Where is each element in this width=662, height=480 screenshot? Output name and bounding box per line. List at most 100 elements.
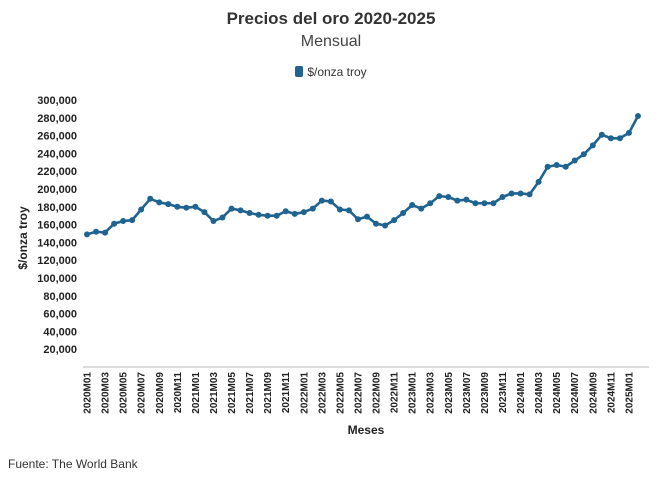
x-tick-label: 2021M11 <box>281 372 292 414</box>
x-tick-label: 2020M01 <box>83 372 94 414</box>
data-point <box>589 142 596 149</box>
data-point <box>282 208 289 215</box>
x-tick-label: 2025M01 <box>624 372 635 414</box>
data-point <box>580 151 587 158</box>
data-point <box>93 228 100 235</box>
x-tick-label: 2023M01 <box>408 372 419 414</box>
x-tick-label: 2023M11 <box>498 372 509 414</box>
data-point <box>255 211 262 218</box>
data-point <box>309 205 316 212</box>
x-tick-label: 2022M01 <box>299 372 310 414</box>
data-point <box>409 202 416 209</box>
x-tick-label: 2022M05 <box>335 372 346 414</box>
data-point <box>616 135 623 142</box>
data-point <box>535 178 542 185</box>
x-tick-label: 2023M03 <box>426 372 437 414</box>
legend[interactable]: $/onza troy <box>0 65 662 79</box>
x-tick-label: 2020M11 <box>173 372 184 414</box>
x-tick-label: 2022M07 <box>353 372 364 414</box>
data-point <box>634 113 641 120</box>
data-point <box>228 205 235 212</box>
x-tick-label: 2023M09 <box>480 372 491 414</box>
y-tick-label: 100,000 <box>37 273 77 285</box>
x-axis-title: Meses <box>348 423 385 437</box>
x-tick-label: 2024M01 <box>516 372 527 414</box>
data-point <box>156 199 163 206</box>
data-point <box>544 163 551 170</box>
x-tick-label: 2024M05 <box>552 372 563 414</box>
x-tick-label: 2024M11 <box>606 372 617 414</box>
data-point <box>481 200 488 207</box>
y-tick-label: 160,000 <box>37 220 77 232</box>
data-point <box>129 217 136 224</box>
data-point <box>273 212 280 219</box>
data-point <box>237 207 244 214</box>
data-point <box>354 216 361 223</box>
data-point <box>553 161 560 168</box>
x-tick-label: 2020M07 <box>137 372 148 414</box>
x-tick-label: 2021M01 <box>191 372 202 414</box>
y-tick-label: 20,000 <box>43 344 77 356</box>
data-point <box>499 194 506 201</box>
data-point <box>291 210 298 217</box>
data-point <box>463 196 470 203</box>
y-tick-label: 40,000 <box>43 326 77 338</box>
data-point <box>445 194 452 201</box>
data-point <box>472 200 479 207</box>
data-point <box>607 135 614 142</box>
data-point <box>526 191 533 198</box>
y-axis-title: $/onza troy <box>16 206 30 270</box>
y-tick-label: 280,000 <box>37 113 77 125</box>
y-tick-label: 60,000 <box>43 309 77 321</box>
x-tick-label: 2022M11 <box>390 372 401 414</box>
data-point <box>300 209 307 216</box>
y-tick-label: 80,000 <box>43 291 77 303</box>
data-point <box>336 206 343 213</box>
chart-title: Precios del oro 2020-2025 <box>226 9 436 28</box>
data-point <box>345 207 352 214</box>
source-note: Fuente: The World Bank <box>8 457 138 471</box>
data-point <box>102 229 109 236</box>
data-point <box>400 210 407 217</box>
data-point <box>508 190 515 197</box>
y-tick-label: 180,000 <box>37 202 77 214</box>
y-tick-label: 200,000 <box>37 184 77 196</box>
data-point <box>138 206 145 213</box>
data-point <box>165 201 172 208</box>
x-tick-label: 2024M07 <box>570 372 581 414</box>
x-tick-label: 2021M09 <box>263 372 274 414</box>
x-axis: 2020M01 2020M03 2020M05 2020M07 2020M09 2020M… <box>83 366 649 414</box>
data-point <box>120 218 127 225</box>
data-point <box>246 210 253 217</box>
x-tick-label: 2020M05 <box>119 372 130 414</box>
data-point <box>625 129 632 136</box>
data-point <box>364 213 370 220</box>
data-point <box>517 190 524 197</box>
legend-label: $/onza troy <box>307 65 367 79</box>
series-line <box>85 114 640 236</box>
legend-swatch <box>295 66 304 77</box>
x-tick-label: 2020M03 <box>101 372 112 414</box>
x-tick-label: 2023M05 <box>444 372 455 414</box>
data-point <box>382 222 389 229</box>
data-point <box>454 197 461 204</box>
data-point <box>219 214 226 221</box>
data-point <box>84 231 90 238</box>
series-layer <box>84 113 641 238</box>
data-point <box>183 204 190 211</box>
x-tick-label: 2022M03 <box>317 372 328 414</box>
y-tick-label: 220,000 <box>37 166 77 178</box>
x-tick-label: 2021M07 <box>245 372 256 414</box>
chart-subtitle: Mensual <box>300 33 362 50</box>
x-tick-label: 2024M03 <box>534 372 545 414</box>
data-point <box>598 131 605 138</box>
data-point <box>427 200 434 207</box>
data-point <box>192 203 199 210</box>
data-point <box>571 157 578 164</box>
x-tick-label: 2024M09 <box>588 372 599 414</box>
data-point <box>147 195 154 202</box>
data-point <box>391 217 398 224</box>
y-tick-label: 260,000 <box>37 131 77 143</box>
x-tick-label: 2023M07 <box>462 372 473 414</box>
